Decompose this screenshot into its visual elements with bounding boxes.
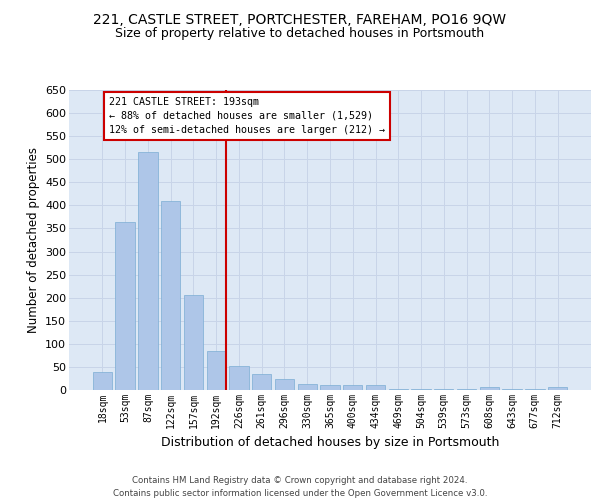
Bar bbox=[320, 386, 340, 390]
X-axis label: Distribution of detached houses by size in Portsmouth: Distribution of detached houses by size … bbox=[161, 436, 499, 450]
Bar bbox=[502, 389, 522, 390]
Y-axis label: Number of detached properties: Number of detached properties bbox=[26, 147, 40, 333]
Text: 221, CASTLE STREET, PORTCHESTER, FAREHAM, PO16 9QW: 221, CASTLE STREET, PORTCHESTER, FAREHAM… bbox=[94, 12, 506, 26]
Bar bbox=[184, 296, 203, 390]
Bar bbox=[548, 387, 567, 390]
Bar bbox=[525, 388, 545, 390]
Text: Contains HM Land Registry data © Crown copyright and database right 2024.
Contai: Contains HM Land Registry data © Crown c… bbox=[113, 476, 487, 498]
Bar bbox=[479, 387, 499, 390]
Bar bbox=[343, 386, 362, 390]
Bar bbox=[389, 388, 408, 390]
Text: 221 CASTLE STREET: 193sqm
← 88% of detached houses are smaller (1,529)
12% of se: 221 CASTLE STREET: 193sqm ← 88% of detac… bbox=[109, 97, 385, 135]
Bar bbox=[115, 222, 135, 390]
Bar bbox=[229, 366, 248, 390]
Text: Size of property relative to detached houses in Portsmouth: Size of property relative to detached ho… bbox=[115, 28, 485, 40]
Bar bbox=[93, 372, 112, 390]
Bar bbox=[412, 388, 431, 390]
Bar bbox=[457, 388, 476, 390]
Bar bbox=[138, 152, 158, 390]
Bar bbox=[275, 380, 294, 390]
Bar bbox=[252, 374, 271, 390]
Bar bbox=[434, 388, 454, 390]
Bar bbox=[161, 201, 181, 390]
Bar bbox=[206, 351, 226, 390]
Bar bbox=[298, 384, 317, 390]
Bar bbox=[366, 386, 385, 390]
